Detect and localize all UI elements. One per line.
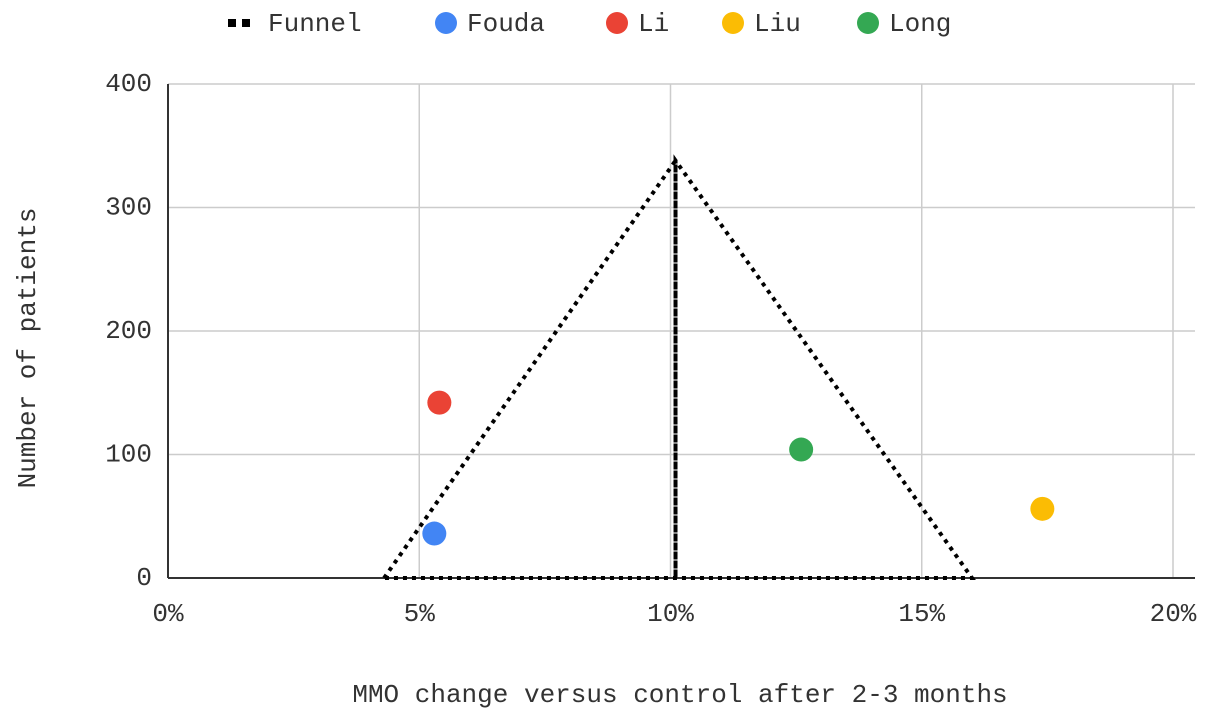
y-tick-label: 0	[136, 563, 152, 593]
point	[422, 521, 447, 546]
legend-marker	[242, 19, 250, 27]
y-tick-label: 300	[105, 192, 152, 222]
legend-marker	[722, 12, 744, 34]
y-tick-label: 400	[105, 69, 152, 99]
x-tick-label: 0%	[152, 599, 184, 629]
legend-label: Li	[638, 9, 669, 39]
legend-marker	[435, 12, 457, 34]
x-axis-title: MMO change versus control after 2-3 mont…	[352, 680, 1007, 710]
legend-marker	[606, 12, 628, 34]
legend-label: Funnel	[268, 9, 362, 39]
point	[789, 437, 814, 462]
y-tick-label: 200	[105, 316, 152, 346]
x-tick-label: 20%	[1150, 599, 1197, 629]
x-tick-label: 10%	[647, 599, 694, 629]
point	[427, 390, 452, 415]
legend-marker	[228, 19, 236, 27]
funnel-line	[382, 154, 976, 580]
legend-label: Long	[889, 9, 951, 39]
y-axis-title: Number of patients	[13, 208, 43, 489]
y-tick-label: 100	[105, 439, 152, 469]
x-tick-label: 5%	[404, 599, 436, 629]
legend-marker	[857, 12, 879, 34]
legend-label: Liu	[754, 9, 801, 39]
point	[1030, 496, 1055, 521]
x-tick-label: 15%	[898, 599, 945, 629]
legend-label: Fouda	[467, 9, 545, 39]
